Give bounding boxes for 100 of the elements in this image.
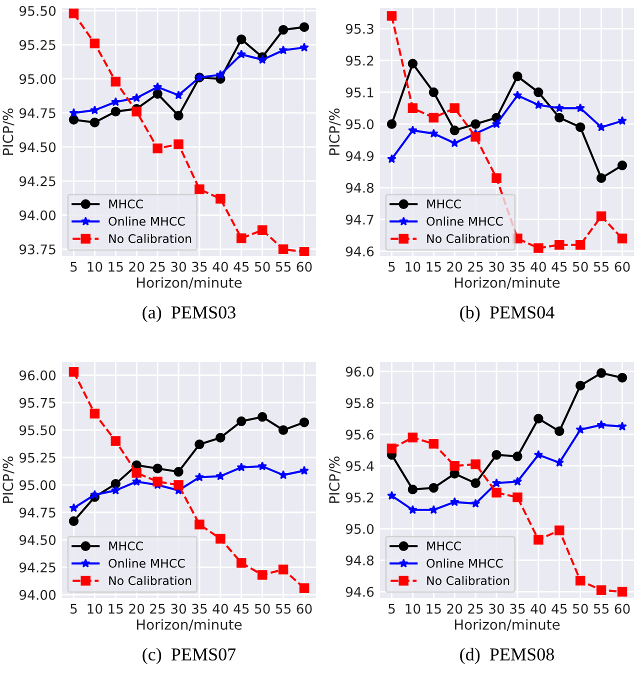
legend-label: MHCC: [109, 542, 143, 550]
point: [408, 58, 418, 69]
point: [90, 105, 100, 114]
y-axis-title: PICP/%: [2, 108, 14, 155]
point: [174, 480, 184, 490]
point: [450, 138, 460, 148]
x-tick-label: 40: [530, 604, 546, 614]
y-tick-label: 94.8: [346, 182, 374, 193]
point: [554, 240, 564, 250]
legend-label: Online MHCC: [426, 216, 503, 226]
point: [110, 97, 120, 106]
y-tick-label: 95.8: [346, 398, 374, 408]
legend-label: No Calibration: [427, 576, 510, 586]
point: [236, 233, 246, 244]
legend-label: No Calibration: [427, 234, 510, 244]
point: [428, 87, 439, 98]
point: [576, 424, 586, 434]
point: [278, 470, 288, 480]
point: [512, 452, 522, 462]
y-axis-title: PICP/%: [329, 456, 341, 503]
point: [174, 110, 184, 121]
y-tick-label: 95.1: [346, 87, 374, 98]
point: [110, 76, 121, 86]
x-tick-label: 55: [594, 604, 609, 614]
point: [216, 534, 226, 544]
point: [492, 119, 502, 128]
y-axis-title: PICP/%: [329, 108, 341, 155]
y-tick-label: 94.25: [20, 176, 56, 186]
point: [278, 564, 288, 574]
x-tick-label: 20: [447, 262, 462, 272]
point: [470, 119, 480, 129]
x-tick-label: 45: [552, 262, 567, 272]
point: [69, 503, 78, 512]
point: [408, 103, 418, 114]
point: [90, 490, 100, 499]
point: [618, 422, 627, 431]
point: [152, 143, 162, 154]
legend-label: MHCC: [427, 542, 461, 550]
legend-label: MHCC: [109, 200, 143, 208]
y-tick-label: 94.8: [346, 555, 374, 566]
point: [194, 439, 204, 450]
point: [90, 38, 100, 48]
x-tick-label: 60: [614, 262, 630, 272]
point: [596, 211, 606, 222]
point: [428, 112, 439, 123]
text: (b) PEMS04: [460, 306, 554, 322]
point: [278, 45, 288, 54]
y-tick-label: 94.6: [346, 246, 374, 256]
y-tick-label: 96.0: [346, 366, 374, 377]
point: [470, 459, 480, 470]
y-tick-label: 93.75: [20, 244, 56, 254]
x-axis-title: Horizon/minute: [454, 277, 560, 289]
point: [236, 49, 246, 58]
y-tick-label: 94.25: [20, 562, 56, 572]
x-axis-title: Horizon/minute: [136, 277, 242, 289]
point: [408, 126, 418, 134]
x-tick-label: 20: [447, 604, 462, 614]
y-tick-label: 94.7: [346, 214, 374, 225]
y-tick-label: 95.50: [20, 425, 56, 436]
y-tick-label: 95.25: [20, 40, 56, 50]
x-tick-label: 40: [212, 604, 228, 614]
point: [68, 114, 79, 125]
x-tick-label: 40: [212, 262, 228, 272]
point: [575, 380, 586, 390]
point: [512, 90, 522, 100]
point: [216, 432, 226, 443]
point: [216, 471, 226, 480]
point: [300, 466, 309, 475]
point: [174, 90, 184, 100]
x-tick-label: 5: [388, 262, 395, 272]
point: [575, 122, 586, 132]
point: [90, 118, 100, 128]
point: [386, 444, 397, 454]
point: [299, 247, 310, 256]
point: [534, 534, 544, 545]
y-tick-label: 95.75: [20, 398, 56, 408]
x-tick-label: 30: [489, 262, 504, 272]
x-tick-label: 5: [70, 604, 77, 614]
point: [534, 414, 544, 424]
point: [554, 112, 564, 123]
point: [576, 103, 586, 112]
point: [299, 418, 310, 428]
point: [450, 497, 460, 506]
point: [512, 71, 522, 82]
point: [450, 126, 460, 136]
point: [408, 505, 418, 514]
x-tick-label: 25: [150, 262, 165, 272]
y-tick-label: 95.0: [346, 524, 374, 534]
point: [68, 367, 79, 377]
point: [257, 225, 268, 235]
point: [194, 520, 204, 530]
y-tick-label: 95.3: [346, 24, 374, 34]
point: [387, 154, 396, 164]
x-tick-label: 40: [530, 262, 546, 272]
y-tick-label: 94.9: [346, 151, 374, 162]
x-tick-label: 35: [510, 604, 525, 614]
point: [492, 173, 502, 183]
y-axis-title: PICP/%: [2, 456, 14, 503]
y-tick-label: 94.00: [20, 590, 56, 600]
x-tick-label: 10: [406, 262, 420, 272]
